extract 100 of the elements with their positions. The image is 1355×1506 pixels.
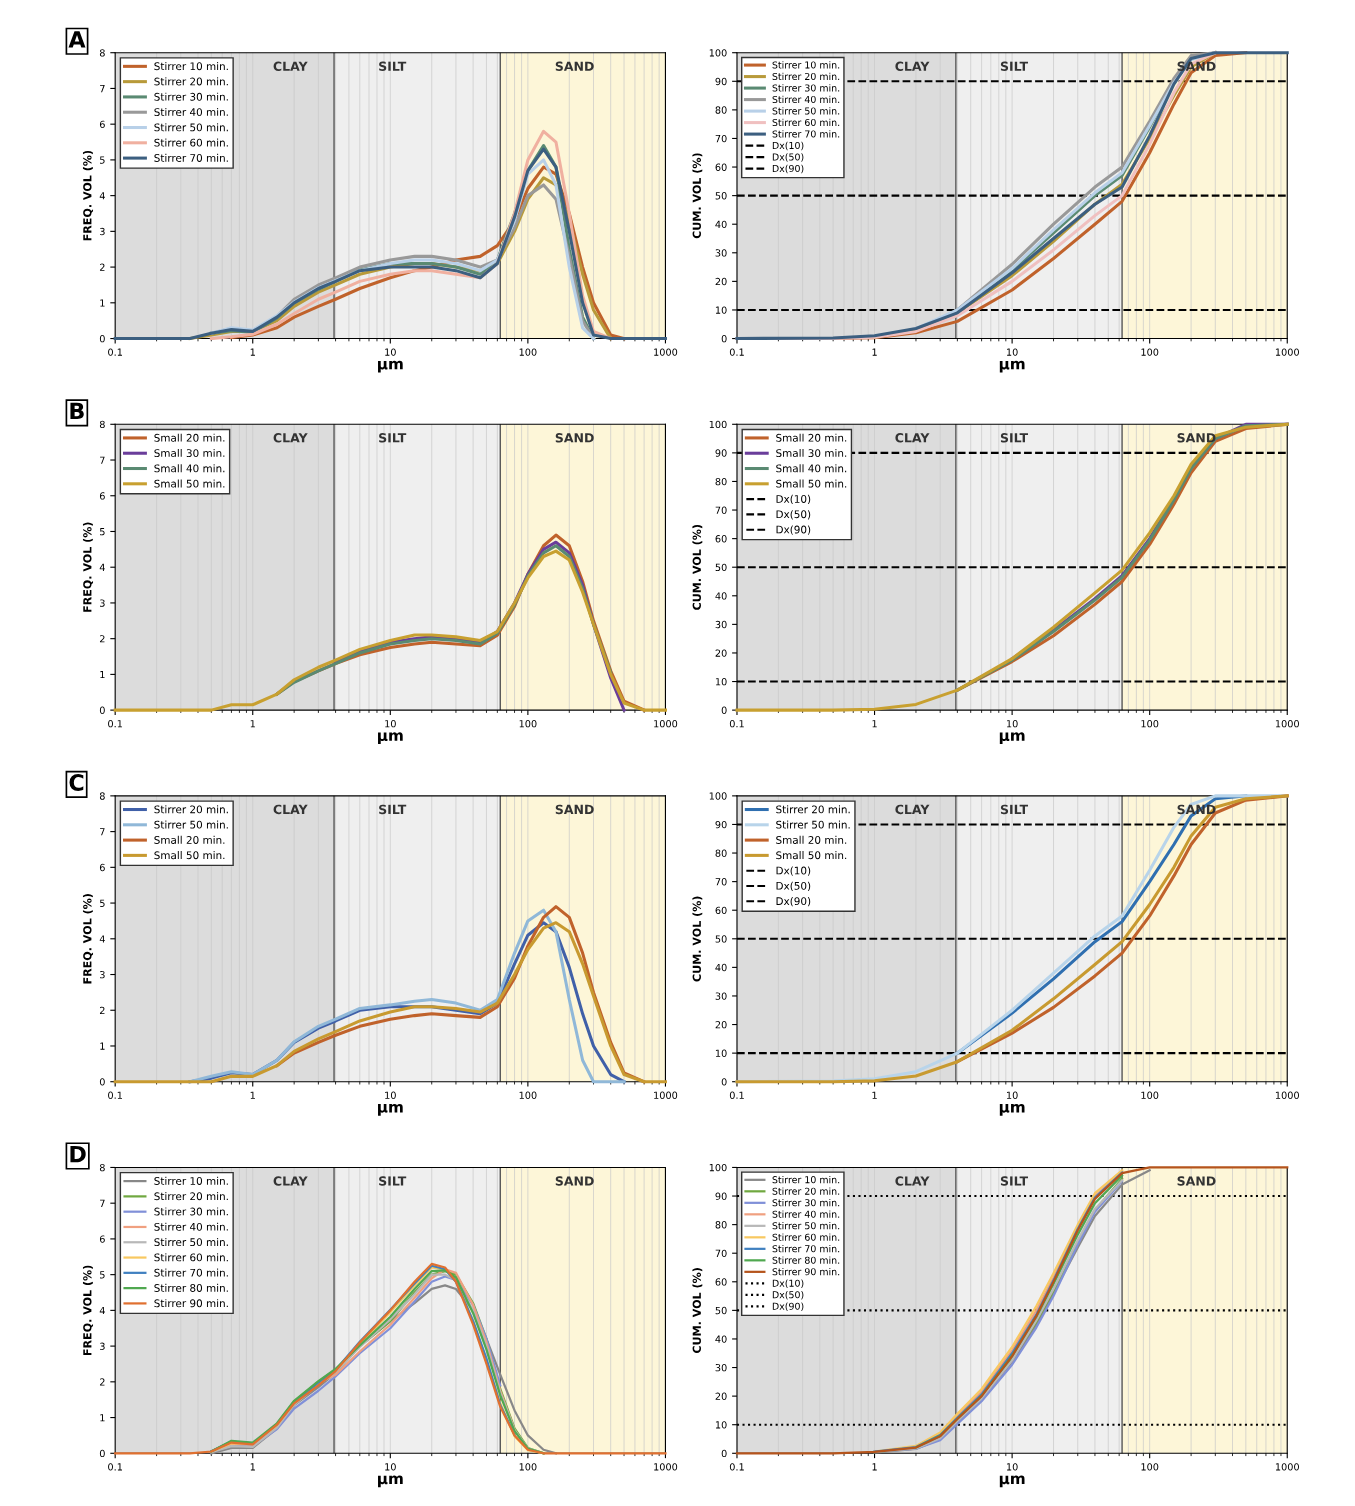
y-tick-label: 7: [100, 1199, 105, 1207]
legend-label: Stirrer 20 min.: [154, 1192, 228, 1201]
band-label: CLAY: [273, 61, 308, 71]
y-tick-label: 6: [99, 492, 105, 500]
x-tick-label: 1000: [1275, 1463, 1299, 1471]
x-tick-label: 0.1: [729, 1463, 744, 1471]
legend-label: Dx(50): [772, 1290, 804, 1300]
x-tick-label: 1000: [654, 1463, 678, 1471]
y-tick-label: 2: [99, 635, 105, 643]
y-tick-label: 70: [715, 506, 727, 514]
y-tick-label: 0: [99, 1449, 105, 1458]
legend-label: Dx(90): [776, 897, 811, 907]
legend-label: Small 40 min.: [154, 464, 225, 473]
y-tick-label: 0: [99, 706, 105, 714]
y-tick-label: 50: [715, 1306, 727, 1315]
y-tick-label: 1: [100, 1042, 105, 1050]
y-tick-label: 40: [715, 592, 727, 600]
legend-label: Stirrer 60 min.: [154, 138, 228, 147]
y-tick-label: 6: [99, 863, 105, 872]
x-tick-label: 0.1: [729, 348, 744, 356]
x-tick-label: 0.1: [108, 1091, 123, 1099]
y-axis-title: FREQ. VOL (%): [82, 894, 94, 984]
text: D: [70, 1145, 86, 1163]
band-label: SAND: [555, 433, 594, 443]
band-label: SAND: [555, 1176, 594, 1186]
x-tick-label: 100: [1141, 720, 1159, 728]
legend-label: Stirrer 30 min.: [772, 1198, 840, 1207]
y-tick-label: 20: [715, 1392, 727, 1400]
y-tick-label: 90: [715, 77, 727, 86]
y-tick-label: 3: [100, 227, 105, 236]
y-tick-label: 40: [715, 220, 727, 229]
legend-label: Stirrer 70 min.: [772, 1244, 840, 1253]
y-tick-label: 8: [99, 49, 105, 57]
x-tick-label: 1000: [654, 720, 678, 728]
band-label: SAND: [1177, 1176, 1216, 1186]
band-label: SILT: [379, 804, 407, 815]
y-axis-title: CUM. VOL (%): [692, 153, 703, 239]
legend-label: Stirrer 20 min.: [154, 77, 228, 86]
y-tick-label: 2: [99, 263, 105, 271]
band-label: SILT: [379, 61, 407, 71]
x-tick-label: 1000: [654, 1091, 678, 1099]
legend-label: Stirrer 10 min.: [154, 62, 228, 71]
y-tick-label: 30: [715, 1364, 727, 1372]
y-tick-label: 4: [99, 563, 105, 571]
legend-label: Stirrer 50 min.: [154, 820, 228, 829]
y-tick-label: 60: [715, 1278, 727, 1286]
x-tick-label: 1: [872, 348, 877, 356]
y-axis-title: FREQ. VOL (%): [82, 522, 94, 612]
legend-label: Dx(90): [772, 1302, 804, 1311]
text: B: [70, 402, 84, 419]
x-axis-title: µm: [378, 732, 403, 745]
y-tick-label: 7: [100, 828, 105, 836]
legend-label: Dx(10): [776, 494, 811, 505]
legend-label: Dx(10): [772, 141, 804, 151]
y-tick-label: 100: [709, 49, 727, 57]
x-tick-label: 1: [250, 1091, 255, 1099]
x-tick-label: 10: [385, 348, 396, 356]
band-label: SILT: [1000, 433, 1029, 443]
y-tick-label: 60: [715, 163, 727, 171]
legend-label: Stirrer 20 min.: [772, 72, 840, 81]
y-tick-label: 10: [715, 1421, 727, 1429]
y-tick-label: 60: [715, 906, 727, 915]
y-tick-label: 50: [715, 935, 727, 943]
legend-label: Stirrer 50 min.: [154, 1237, 228, 1247]
legend-label: Dx(50): [776, 510, 811, 520]
text: C: [69, 774, 84, 791]
y-tick-label: 4: [99, 192, 105, 200]
x-axis-title: µm: [378, 360, 403, 373]
legend-label: Stirrer 50 min.: [154, 123, 228, 132]
legend-label: Stirrer 90 min.: [154, 1299, 228, 1308]
y-tick-label: 50: [715, 563, 727, 572]
band-label: CLAY: [273, 433, 308, 443]
legend-label: Dx(10): [772, 1279, 804, 1288]
x-axis-title: µm: [999, 360, 1025, 373]
y-tick-label: 100: [709, 420, 727, 429]
y-tick-label: 10: [715, 1049, 727, 1057]
y-tick-label: 40: [715, 963, 727, 972]
band-label: SILT: [379, 1176, 407, 1186]
legend-label: Small 50 min.: [776, 479, 847, 488]
legend-label: Stirrer 80 min.: [154, 1283, 228, 1292]
legend-label: Stirrer 20 min.: [772, 1187, 840, 1195]
y-tick-label: 30: [715, 249, 727, 257]
x-tick-label: 0.1: [108, 720, 123, 728]
x-tick-label: 100: [1141, 1463, 1159, 1471]
x-tick-label: 100: [1141, 1091, 1159, 1099]
y-tick-label: 100: [709, 792, 727, 800]
y-tick-label: 3: [100, 971, 105, 979]
legend-label: Dx(90): [772, 164, 804, 174]
x-tick-label: 0.1: [729, 720, 744, 728]
legend-label: Stirrer 90 min.: [772, 1267, 840, 1276]
legend-label: Stirrer 40 min.: [772, 1210, 840, 1218]
y-tick-label: 70: [715, 878, 727, 886]
x-tick-label: 1000: [654, 348, 678, 356]
y-tick-label: 10: [715, 306, 727, 314]
legend-label: Stirrer 70 min.: [772, 130, 840, 138]
x-tick-label: 1: [872, 720, 877, 728]
y-tick-label: 70: [715, 1249, 727, 1258]
x-tick-label: 1: [250, 1463, 255, 1471]
legend-label: Small 40 min.: [776, 464, 847, 473]
x-tick-label: 10: [1007, 1091, 1018, 1099]
